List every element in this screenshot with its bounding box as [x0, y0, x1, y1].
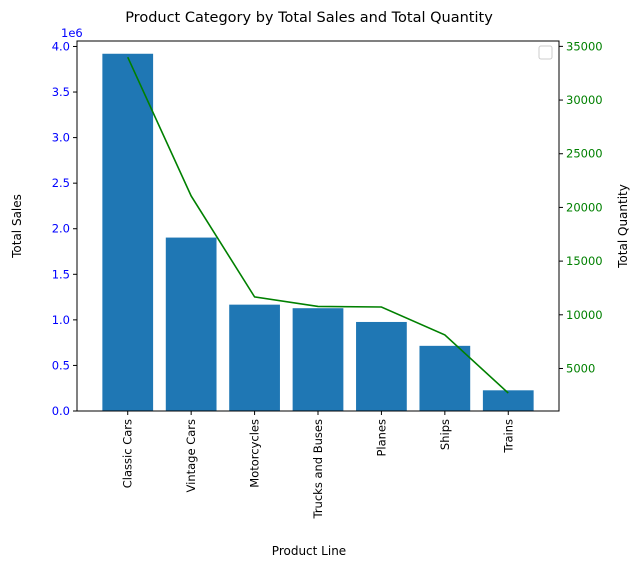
left-axis-label: Total Sales — [10, 194, 24, 259]
x-tick-label: Classic Cars — [121, 419, 135, 488]
right-tick-label: 25000 — [566, 147, 603, 161]
right-axis-label: Total Quantity — [616, 184, 630, 269]
right-tick-label: 5000 — [566, 361, 595, 375]
right-axis-ticks: 5000 10000 15000 20000 25000 30000 35000 — [559, 39, 603, 375]
plot-frame — [76, 40, 560, 412]
x-axis-ticks: Classic Cars Vintage Cars Motorcycles Truck… — [121, 411, 515, 520]
left-tick-label: 2.5 — [52, 176, 70, 190]
left-tick-label: 3.5 — [52, 85, 70, 99]
left-axis-multiplier: 1e6 — [61, 26, 83, 40]
chart-title: Product Category by Total Sales and Tota… — [125, 10, 493, 26]
x-tick-label: Trucks and Buses — [311, 419, 325, 520]
bar — [356, 321, 407, 411]
bar — [419, 345, 471, 411]
right-tick-label: 30000 — [566, 93, 603, 107]
x-axis-label: Product Line — [272, 544, 346, 558]
left-tick-label: 0.5 — [52, 358, 70, 372]
bar — [229, 304, 280, 411]
right-tick-label: 10000 — [566, 308, 603, 322]
x-tick-label: Trains — [501, 419, 515, 454]
x-tick-label: Planes — [374, 419, 388, 457]
right-tick-label: 35000 — [566, 39, 603, 53]
right-tick-label: 20000 — [566, 200, 603, 214]
bar — [102, 53, 154, 412]
line-series-group — [127, 56, 509, 394]
bar — [165, 237, 217, 411]
x-tick-label: Vintage Cars — [184, 419, 198, 492]
left-tick-label: 3.0 — [52, 131, 70, 145]
x-tick-label: Motorcycles — [248, 419, 262, 488]
quantity-line — [127, 56, 509, 394]
bar — [482, 390, 534, 411]
left-tick-label: 1.5 — [52, 267, 70, 281]
left-tick-label: 2.0 — [52, 222, 70, 236]
left-tick-label: 4.0 — [52, 39, 70, 53]
right-tick-label: 15000 — [566, 254, 603, 268]
bars-group — [102, 53, 534, 412]
left-axis-ticks: 0.0 0.5 1.0 1.5 2.0 2.5 3.0 3.5 4.0 — [52, 39, 77, 418]
x-tick-label: Ships — [438, 419, 452, 450]
left-tick-label: 1.0 — [52, 313, 70, 327]
legend-box[interactable] — [538, 45, 553, 60]
bar — [292, 308, 344, 411]
left-tick-label: 0.0 — [52, 404, 70, 418]
